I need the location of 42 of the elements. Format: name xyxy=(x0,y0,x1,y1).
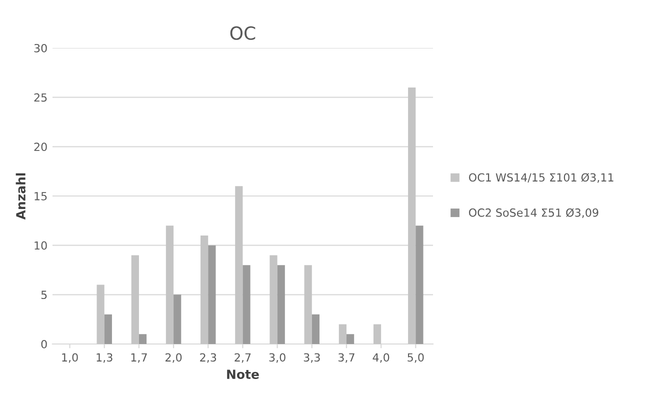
y-tick-label: 10 xyxy=(34,241,47,250)
legend-label: OC2 SoSe14 Σ51 Ø3,09 xyxy=(468,208,598,218)
bar xyxy=(338,324,346,344)
bar xyxy=(166,226,174,344)
bar xyxy=(312,314,320,344)
x-tick-label: 2,0 xyxy=(166,353,182,363)
bar xyxy=(270,255,278,344)
y-tick-label: 5 xyxy=(41,290,47,300)
x-tick-label: 3,0 xyxy=(269,353,286,363)
x-tick-label: 3,7 xyxy=(338,353,354,363)
bar xyxy=(104,314,112,344)
bar xyxy=(200,235,208,344)
legend-label: OC1 WS14/15 Σ101 Ø3,11 xyxy=(468,173,614,183)
y-tick-label: 15 xyxy=(34,192,47,200)
x-axis-title: Note xyxy=(227,370,259,380)
y-tick-label: 0 xyxy=(41,340,47,348)
bar xyxy=(416,226,424,344)
bar xyxy=(373,324,382,344)
bar xyxy=(235,186,243,344)
bar xyxy=(96,284,104,344)
bar xyxy=(131,255,139,344)
x-tick-label: 1,7 xyxy=(131,353,147,363)
x-tick-label: 1,3 xyxy=(96,353,112,363)
bar xyxy=(277,265,285,344)
y-axis-title: Anzahl xyxy=(16,173,26,220)
bar xyxy=(138,334,147,344)
bar xyxy=(174,294,182,344)
x-tick-label: 2,7 xyxy=(234,353,251,363)
x-tick-label: 5,0 xyxy=(408,353,424,363)
y-tick-label: 30 xyxy=(34,44,47,52)
x-tick-label: 4,0 xyxy=(372,353,390,363)
bar xyxy=(208,245,216,344)
x-tick-label: 3,3 xyxy=(304,353,320,363)
y-tick-label: 25 xyxy=(34,93,47,102)
y-tick-label: 20 xyxy=(34,142,47,152)
bar xyxy=(242,265,250,344)
bar xyxy=(304,265,312,344)
chart-title: OC xyxy=(230,26,256,40)
bar xyxy=(346,334,354,344)
x-tick-label: 2,3 xyxy=(200,353,216,363)
x-tick-label: 1,0 xyxy=(62,353,78,363)
bar xyxy=(408,87,416,344)
